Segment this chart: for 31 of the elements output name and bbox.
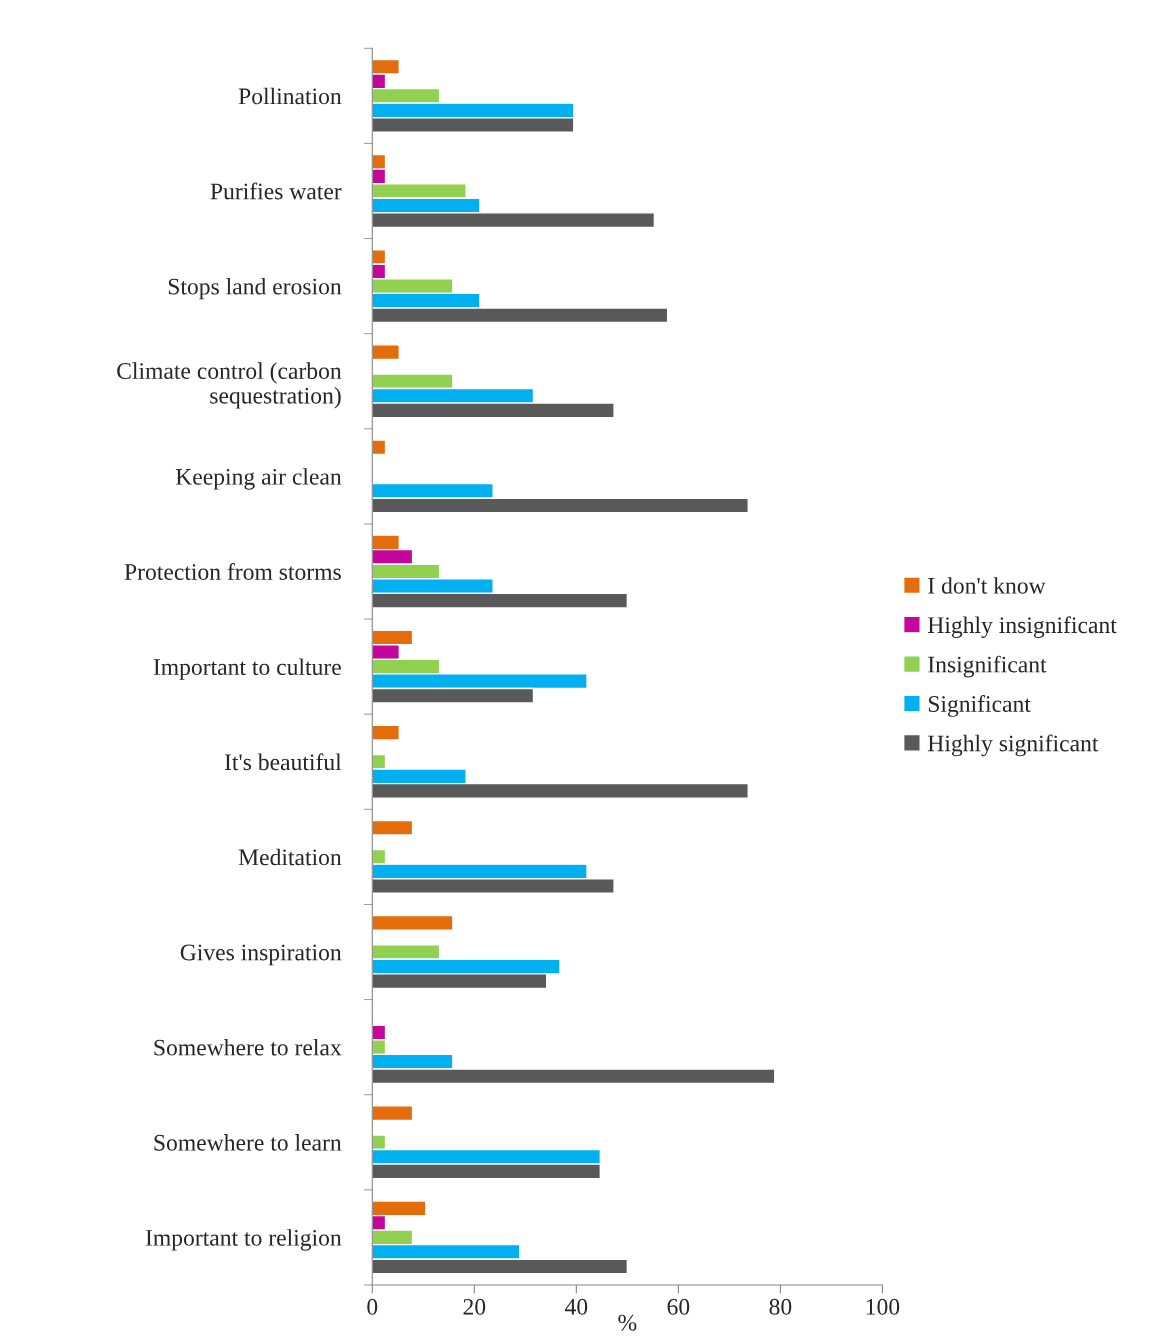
legend-label: Highly insignificant	[927, 616, 1117, 638]
bar	[372, 724, 401, 741]
bar	[372, 914, 454, 931]
x-tick-label: 40	[564, 1298, 588, 1315]
legend-label: Highly significant	[927, 734, 1099, 757]
legend-label: I don't know	[928, 577, 1046, 594]
x-axis-title: %	[618, 1314, 637, 1331]
y-tick-label: Stops land erosion	[168, 277, 342, 300]
x-tick-label: 60	[667, 1298, 690, 1315]
x-tick-label: 20	[463, 1298, 486, 1315]
legend-label: Insignificant	[928, 655, 1047, 678]
x-tick-label: 100	[866, 1298, 900, 1315]
y-tick-label: Gives inspiration	[180, 944, 342, 966]
y-tick-label: Important to religion	[145, 1229, 342, 1251]
y-tick-label: Pollination	[238, 87, 342, 105]
x-tick-label: 80	[769, 1298, 792, 1315]
y-tick-label: Meditation	[238, 848, 342, 866]
bar	[372, 819, 414, 836]
y-tick-label: It's beautiful	[224, 753, 342, 771]
x-tick-label: 0	[367, 1298, 378, 1315]
y-tick-label: Somewhere to relax	[154, 1038, 342, 1056]
y-tick-label: Somewhere to learn	[154, 1134, 342, 1151]
y-tick-label: Keeping air clean	[175, 468, 342, 490]
bar	[372, 1105, 414, 1122]
bar	[372, 344, 401, 361]
legend-label: Significant	[928, 695, 1031, 717]
y-tick-label: Climate control (carbon sequestration)	[117, 362, 342, 409]
y-tick-label: Protection from storms	[124, 563, 341, 580]
bar	[372, 439, 387, 456]
y-tick-label: Important to culture	[153, 658, 341, 680]
y-tick-label: Purifies water	[210, 182, 342, 200]
